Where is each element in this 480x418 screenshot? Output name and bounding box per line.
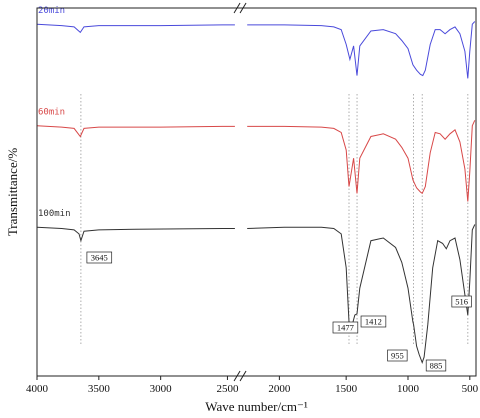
- x-tick-label: 1500: [335, 383, 358, 395]
- peak-label-box: [425, 359, 447, 372]
- series-line-60min: [247, 120, 476, 202]
- series-label-100min: 100min: [38, 209, 71, 219]
- series-line-60min: [36, 125, 235, 138]
- series-label-60min: 60min: [38, 108, 65, 118]
- x-tick-label: 2500: [216, 383, 239, 395]
- peak-label-box: [451, 295, 472, 308]
- x-tick-label: 3500: [88, 383, 111, 395]
- series-label-20min: 20min: [38, 6, 65, 16]
- series-line-20min: [36, 23, 235, 34]
- series-labels: 20min 60min 100min: [38, 6, 71, 219]
- peak-label-box: [332, 321, 359, 334]
- peak-label-box: [360, 315, 387, 328]
- axis-break: [233, 2, 247, 382]
- x-axis-ticks: 4000 3500 3000 2500 2000 1500 1000 500: [26, 376, 479, 395]
- plot-frame: [36, 7, 477, 377]
- x-tick-label: 3000: [150, 383, 173, 395]
- peak-label: 3645: [91, 253, 108, 263]
- x-tick-label: 2000: [268, 383, 291, 395]
- break-mark-top: [233, 2, 241, 14]
- series-line-20min: [247, 21, 476, 79]
- peak-label: 955: [391, 351, 404, 361]
- x-axis-title: Wave number/cm⁻¹: [205, 399, 308, 414]
- break-mark-bottom: [233, 370, 241, 382]
- peak-label: 516: [455, 297, 468, 307]
- peak-label-box: [86, 251, 113, 264]
- series-line-100min: [36, 226, 235, 243]
- series-line-100min: [247, 224, 476, 364]
- y-axis-title: Transmittance/%: [5, 148, 20, 237]
- x-tick-label: 500: [462, 383, 479, 395]
- series-layer: [36, 21, 476, 364]
- reference-lines: [80, 94, 469, 346]
- x-tick-label: 4000: [26, 383, 49, 395]
- peak-label: 885: [430, 361, 443, 371]
- break-mark-top: [239, 2, 247, 14]
- peak-label: 1477: [337, 323, 354, 333]
- peak-label: 1412: [365, 317, 382, 327]
- peak-label-box: [387, 349, 408, 362]
- peak-annotations: 3645 1477 1412 955 885 516: [86, 251, 472, 372]
- x-tick-label: 1000: [397, 383, 420, 395]
- break-mark-bottom: [239, 370, 247, 382]
